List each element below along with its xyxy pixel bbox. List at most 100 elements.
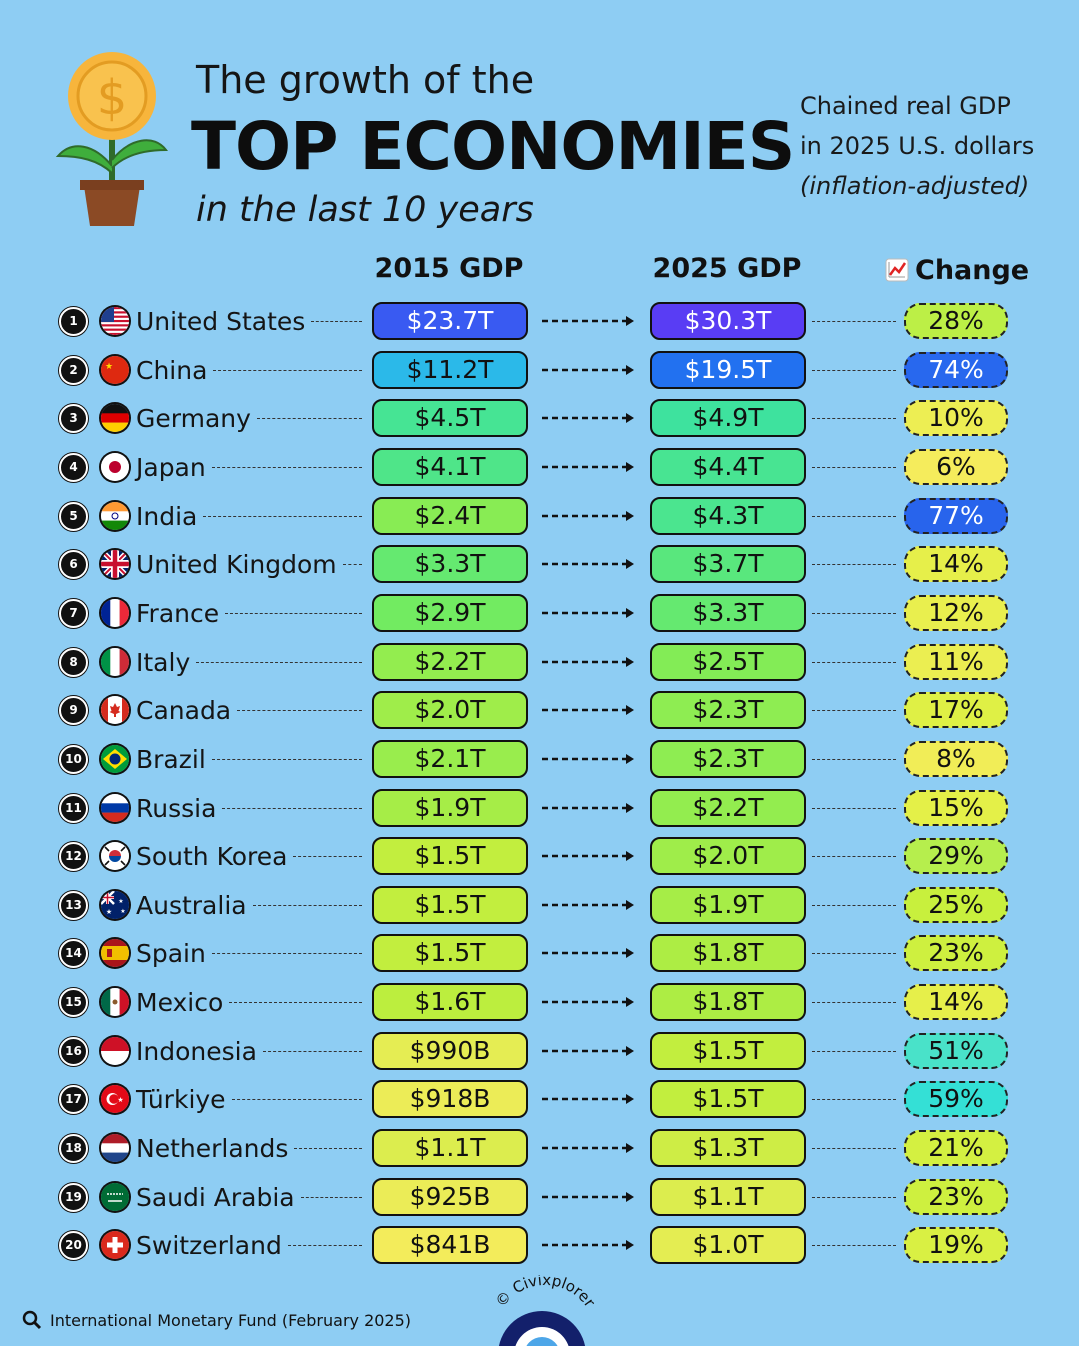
leader-line	[222, 807, 363, 809]
country-name: China	[136, 355, 208, 385]
mx-flag-icon	[101, 988, 129, 1016]
title-line1: The growth of the	[196, 58, 535, 102]
country-cell: India	[136, 500, 363, 532]
change-badge: 14%	[904, 546, 1008, 582]
id-flag-icon	[101, 1037, 129, 1065]
country-name: France	[136, 598, 220, 628]
gdp-2025-pill: $1.5T	[650, 1032, 806, 1070]
arrow-icon	[542, 1192, 634, 1202]
country-cell: China	[136, 354, 363, 386]
arrow-icon	[542, 754, 634, 764]
country-name: Netherlands	[136, 1133, 289, 1163]
gdp-2015-pill: $1.5T	[372, 837, 528, 875]
change-badge: 14%	[904, 984, 1008, 1020]
gdp-2015-pill: $1.9T	[372, 789, 528, 827]
gdp-2025-pill: $2.2T	[650, 789, 806, 827]
rank-badge: 19	[59, 1183, 88, 1212]
country-name: United Kingdom	[136, 549, 337, 579]
country-cell: Saudi Arabia	[136, 1181, 362, 1213]
leader-line	[256, 417, 362, 419]
country-cell: Mexico	[136, 986, 363, 1018]
arrow-icon	[542, 851, 634, 861]
change-badge: 29%	[904, 838, 1008, 874]
country-name: Russia	[136, 793, 217, 823]
country-name: Spain	[136, 938, 206, 968]
leader-line	[812, 564, 896, 565]
ch-flag-icon	[101, 1231, 129, 1259]
note-line2: in 2025 U.S. dollars	[800, 132, 1035, 160]
gdp-2025-pill: $19.5T	[650, 351, 806, 389]
arrow-icon	[542, 413, 634, 423]
gdp-2015-pill: $4.1T	[372, 448, 528, 486]
leader-line	[252, 904, 362, 906]
chart-increasing-icon	[885, 258, 909, 282]
gdp-2015-pill: $990B	[372, 1032, 528, 1070]
change-badge: 21%	[904, 1130, 1008, 1166]
gdp-2025-pill: $4.3T	[650, 497, 806, 535]
gdp-2025-pill: $4.9T	[650, 399, 806, 437]
rank-badge: 6	[59, 550, 88, 579]
country-cell: Brazil	[136, 743, 362, 775]
ca-flag-icon	[101, 696, 129, 724]
leader-line	[213, 369, 363, 371]
rank-badge: 14	[59, 939, 88, 968]
country-cell: Canada	[136, 694, 363, 726]
svg-text:$: $	[97, 70, 128, 126]
country-cell: Indonesia	[136, 1035, 362, 1067]
cn-flag-icon: ★	[101, 356, 129, 384]
change-badge: 51%	[904, 1033, 1008, 1069]
arrow-icon	[542, 1094, 634, 1104]
country-cell: United States	[136, 305, 363, 337]
header-2015-gdp: 2015 GDP	[374, 253, 524, 284]
de-flag-icon	[101, 404, 129, 432]
ru-flag-icon	[101, 794, 129, 822]
arrow-icon	[542, 511, 634, 521]
country-name: Japan	[136, 452, 206, 482]
it-flag-icon	[101, 648, 129, 676]
rank-badge: 3	[59, 404, 88, 433]
arrow-icon	[542, 705, 634, 715]
gdp-2025-pill: $2.3T	[650, 740, 806, 778]
rank-badge: 10	[59, 745, 88, 774]
br-flag-icon	[101, 745, 129, 773]
au-flag-icon: ★ ★ ★	[101, 891, 129, 919]
header-change-label: Change	[915, 255, 1030, 286]
leader-line	[211, 952, 362, 954]
arrow-icon	[542, 365, 634, 375]
rank-badge: 7	[59, 599, 88, 628]
gdp-2025-pill: $3.7T	[650, 545, 806, 583]
gdp-2015-pill: $2.4T	[372, 497, 528, 535]
gdp-2015-pill: $2.1T	[372, 740, 528, 778]
sa-flag-icon	[101, 1183, 129, 1211]
change-badge: 59%	[904, 1081, 1008, 1117]
leader-line	[293, 855, 363, 857]
main-title: TOP ECONOMIES	[191, 108, 795, 185]
arrow-icon	[542, 608, 634, 618]
source-text: International Monetary Fund (February 20…	[50, 1310, 412, 1330]
rank-badge: 11	[59, 794, 88, 823]
leader-line	[812, 953, 896, 954]
rank-badge: 2	[59, 356, 88, 385]
rank-badge: 18	[59, 1134, 88, 1163]
es-flag-icon	[101, 939, 129, 967]
rank-badge: 16	[59, 1037, 88, 1066]
leader-line	[211, 466, 362, 468]
gdp-2015-pill: $1.5T	[372, 886, 528, 924]
gdp-2015-pill: $918B	[372, 1080, 528, 1118]
gdp-2025-pill: $2.3T	[650, 691, 806, 729]
gdp-2015-pill: $1.5T	[372, 934, 528, 972]
arrow-icon	[542, 1143, 634, 1153]
jp-flag-icon	[101, 453, 129, 481]
change-badge: 12%	[904, 595, 1008, 631]
note-line1: Chained real GDP	[800, 92, 1011, 120]
country-cell: South Korea	[136, 840, 363, 872]
leader-line	[229, 1001, 363, 1003]
change-badge: 74%	[904, 352, 1008, 388]
leader-line	[812, 662, 896, 663]
note-line3: (inflation-adjusted)	[800, 172, 1030, 200]
country-cell: Türkiye	[136, 1083, 362, 1115]
country-name: Mexico	[136, 987, 224, 1017]
gdp-2025-pill: $30.3T	[650, 302, 806, 340]
rank-badge: 4	[59, 453, 88, 482]
country-cell: Switzerland	[136, 1229, 362, 1261]
